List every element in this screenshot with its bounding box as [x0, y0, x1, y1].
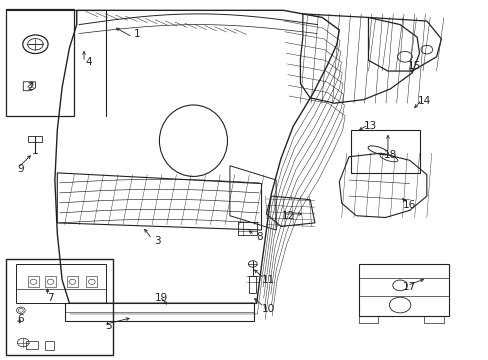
- Bar: [16, 264, 106, 303]
- Bar: [45, 276, 56, 287]
- Text: 3: 3: [153, 236, 160, 246]
- Bar: [86, 276, 97, 287]
- Bar: [6, 258, 113, 355]
- Bar: [28, 276, 39, 287]
- Text: 6: 6: [18, 314, 24, 324]
- Bar: [45, 341, 54, 350]
- Text: 17: 17: [403, 282, 416, 292]
- Text: 19: 19: [155, 293, 168, 303]
- Text: 1: 1: [134, 28, 141, 39]
- Bar: [67, 276, 78, 287]
- Bar: [358, 264, 448, 316]
- Bar: [6, 9, 74, 116]
- Text: 14: 14: [417, 96, 430, 107]
- Text: 11: 11: [262, 275, 275, 285]
- Text: 2: 2: [27, 82, 34, 92]
- Text: 10: 10: [262, 303, 275, 314]
- Text: 18: 18: [383, 150, 396, 160]
- Text: 9: 9: [18, 164, 24, 174]
- Text: 16: 16: [403, 200, 416, 210]
- Bar: [238, 222, 256, 235]
- Bar: [249, 276, 256, 293]
- Bar: [351, 130, 419, 173]
- Text: 5: 5: [105, 321, 111, 332]
- Bar: [424, 316, 443, 323]
- Bar: [358, 316, 377, 323]
- Bar: [26, 342, 38, 348]
- Text: 15: 15: [407, 61, 421, 71]
- Text: 8: 8: [255, 232, 262, 242]
- Text: 12: 12: [281, 211, 294, 221]
- Text: 7: 7: [46, 293, 53, 303]
- Text: 4: 4: [85, 57, 92, 67]
- Bar: [28, 136, 41, 143]
- Text: 13: 13: [364, 121, 377, 131]
